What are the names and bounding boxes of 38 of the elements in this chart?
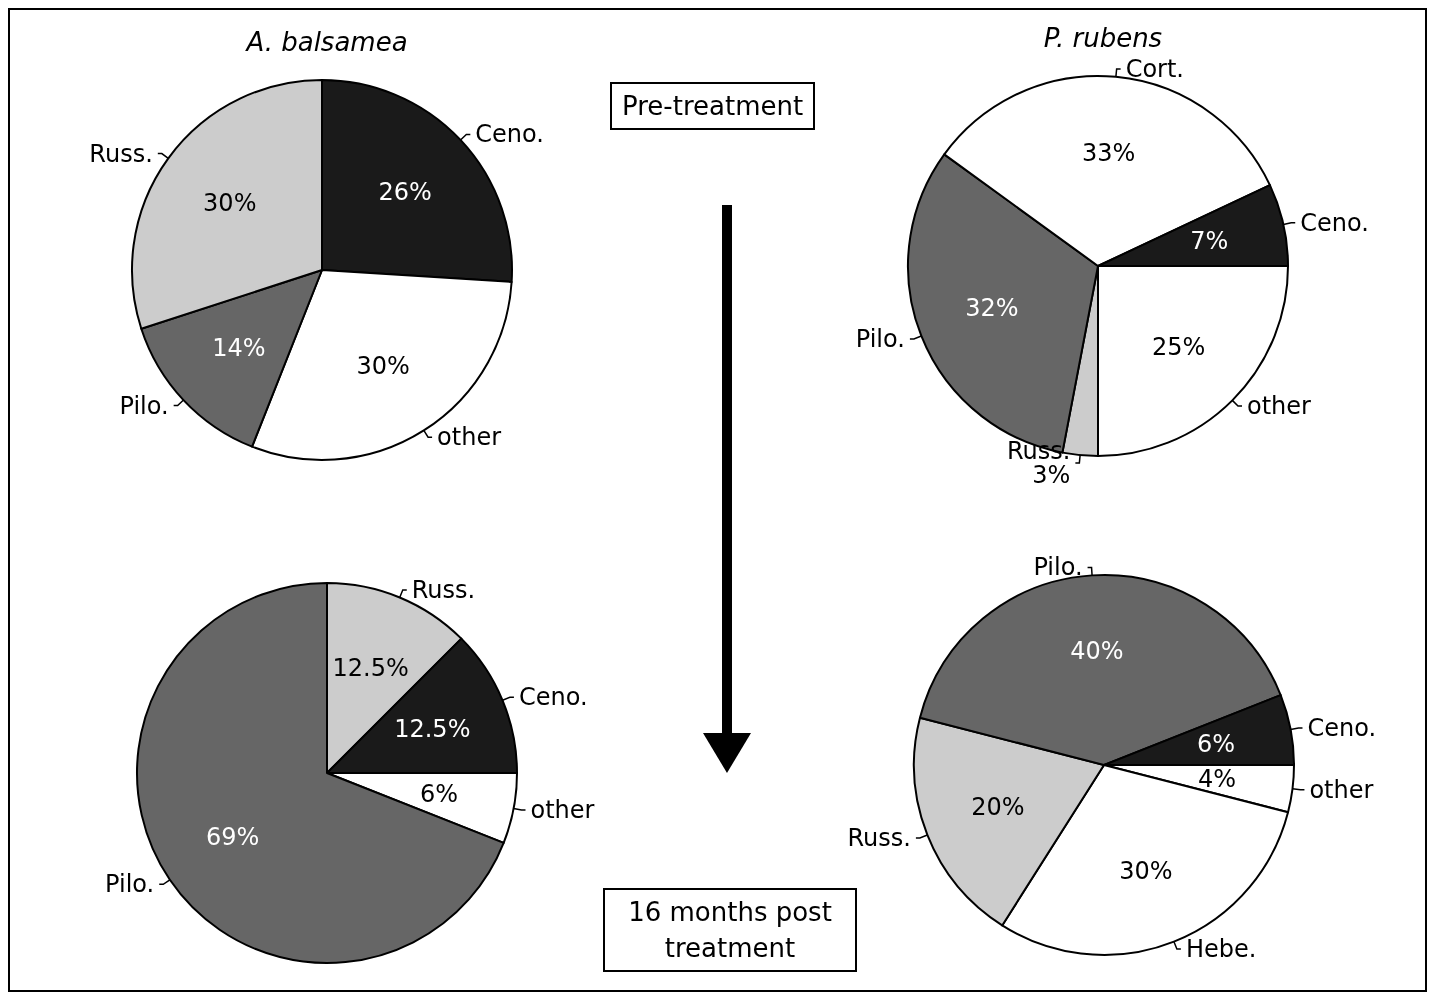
data-label: 26% [378,177,432,206]
data-label: 32% [965,293,1019,322]
data-label: 69% [206,823,260,852]
slice-label: Pilo. [105,870,155,899]
text: 16 months post treatment [603,888,857,972]
data-label: 30% [203,188,257,217]
slice-label: other [1309,775,1374,804]
data-label: 33% [1082,138,1136,167]
slice-label: Pilo. [855,324,905,353]
slice-label: Russ. [89,139,153,168]
slice-label: Hebe. [1185,935,1257,964]
data-label: 14% [212,334,266,363]
slice-label: Ceno. [518,683,588,712]
slice-label: Cort. [1125,54,1184,83]
data-label: 12.5% [394,715,471,744]
slice-label: Russ. [847,823,911,852]
text: Pre-treatment [610,82,816,130]
data-label: 6% [1196,729,1236,758]
data-label: 40% [1070,637,1124,666]
data-label: 20% [971,792,1025,821]
slice-label: other [437,423,502,452]
data-label: 4% [1198,765,1237,794]
data-label: 30% [1119,856,1173,885]
slice-label: Ceno. [1300,208,1369,237]
data-label: 12.5% [332,653,409,682]
slice-label: other [530,796,595,825]
data-label: 7% [1190,227,1229,256]
slice-label: Russ. [411,576,476,605]
data-label: 30% [356,352,410,381]
slice-label: Pilo. [1033,553,1083,582]
chart-title: P. rubens [1043,23,1163,53]
slice-label: Ceno. [475,120,544,149]
data-label: 6% [419,780,459,809]
slice-label: Pilo. [119,391,169,420]
slice-label: Ceno. [1307,713,1377,742]
data-label: 25% [1151,332,1206,361]
chart-title: A. balsamea [244,27,408,57]
slice-label: other [1247,392,1312,421]
